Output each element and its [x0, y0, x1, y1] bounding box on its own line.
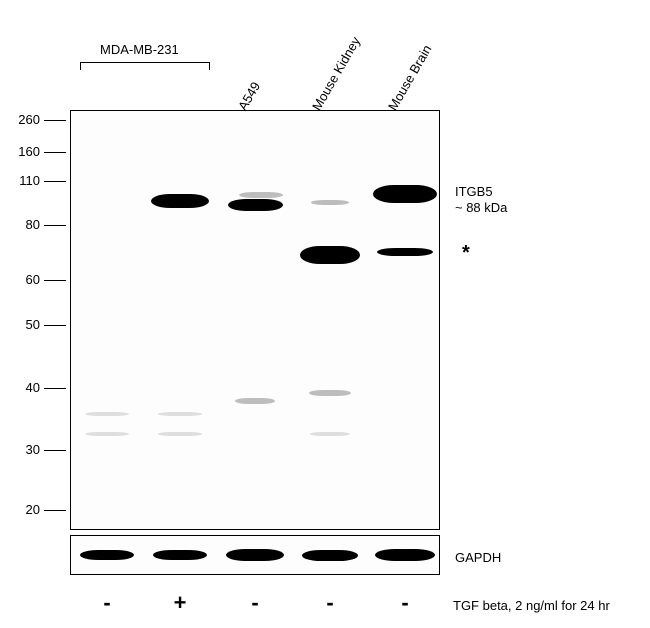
loading-band — [375, 549, 435, 561]
protein-band — [228, 199, 283, 211]
nonspecific-band-asterisk: * — [462, 242, 470, 265]
mw-label: 40 — [10, 380, 40, 395]
treatment-symbol: + — [160, 590, 200, 616]
protein-band — [310, 432, 350, 436]
treatment-symbol: - — [385, 590, 425, 616]
mw-tick — [44, 280, 66, 281]
annotation-label: ~ 88 kDa — [455, 200, 507, 215]
mw-label: 60 — [10, 272, 40, 287]
protein-band — [239, 192, 283, 198]
loading-band — [80, 550, 134, 560]
protein-band — [309, 390, 351, 396]
treatment-label: TGF beta, 2 ng/ml for 24 hr — [453, 598, 610, 613]
lane-label: Mouse Kidney — [309, 34, 363, 113]
mw-label: 110 — [10, 173, 40, 188]
mw-tick — [44, 388, 66, 389]
mw-label: 20 — [10, 502, 40, 517]
mw-tick — [44, 225, 66, 226]
annotation-label: ITGB5 — [455, 184, 493, 199]
protein-band — [151, 194, 209, 208]
lane-group-label: MDA-MB-231 — [100, 42, 179, 57]
mw-label: 30 — [10, 442, 40, 457]
mw-tick — [44, 181, 66, 182]
protein-band — [235, 398, 275, 404]
western-blot-figure: 260 160 110 80 60 50 40 30 20 MDA-MB-231 A549 Mou… — [0, 0, 650, 628]
mw-label: 80 — [10, 217, 40, 232]
mw-label: 260 — [10, 112, 40, 127]
main-blot-panel — [70, 110, 440, 530]
mw-tick — [44, 450, 66, 451]
lane-group-bracket — [80, 62, 210, 70]
protein-band — [158, 412, 202, 416]
lane-label: Mouse Brain — [385, 42, 434, 113]
protein-band — [300, 246, 360, 264]
mw-tick — [44, 152, 66, 153]
loading-band — [153, 550, 207, 560]
protein-band — [311, 200, 349, 205]
mw-label: 160 — [10, 144, 40, 159]
mw-tick — [44, 510, 66, 511]
loading-band — [302, 550, 358, 561]
protein-band — [85, 412, 129, 416]
mw-label: 50 — [10, 317, 40, 332]
annotation-label: GAPDH — [455, 550, 501, 565]
treatment-symbol: - — [310, 590, 350, 616]
protein-band — [158, 432, 202, 436]
mw-tick — [44, 120, 66, 121]
protein-band — [373, 185, 437, 203]
mw-tick — [44, 325, 66, 326]
loading-band — [226, 549, 284, 561]
treatment-symbol: - — [235, 590, 275, 616]
treatment-symbol: - — [87, 590, 127, 616]
lane-label: A549 — [235, 79, 263, 113]
protein-band — [377, 248, 433, 256]
protein-band — [85, 432, 129, 436]
